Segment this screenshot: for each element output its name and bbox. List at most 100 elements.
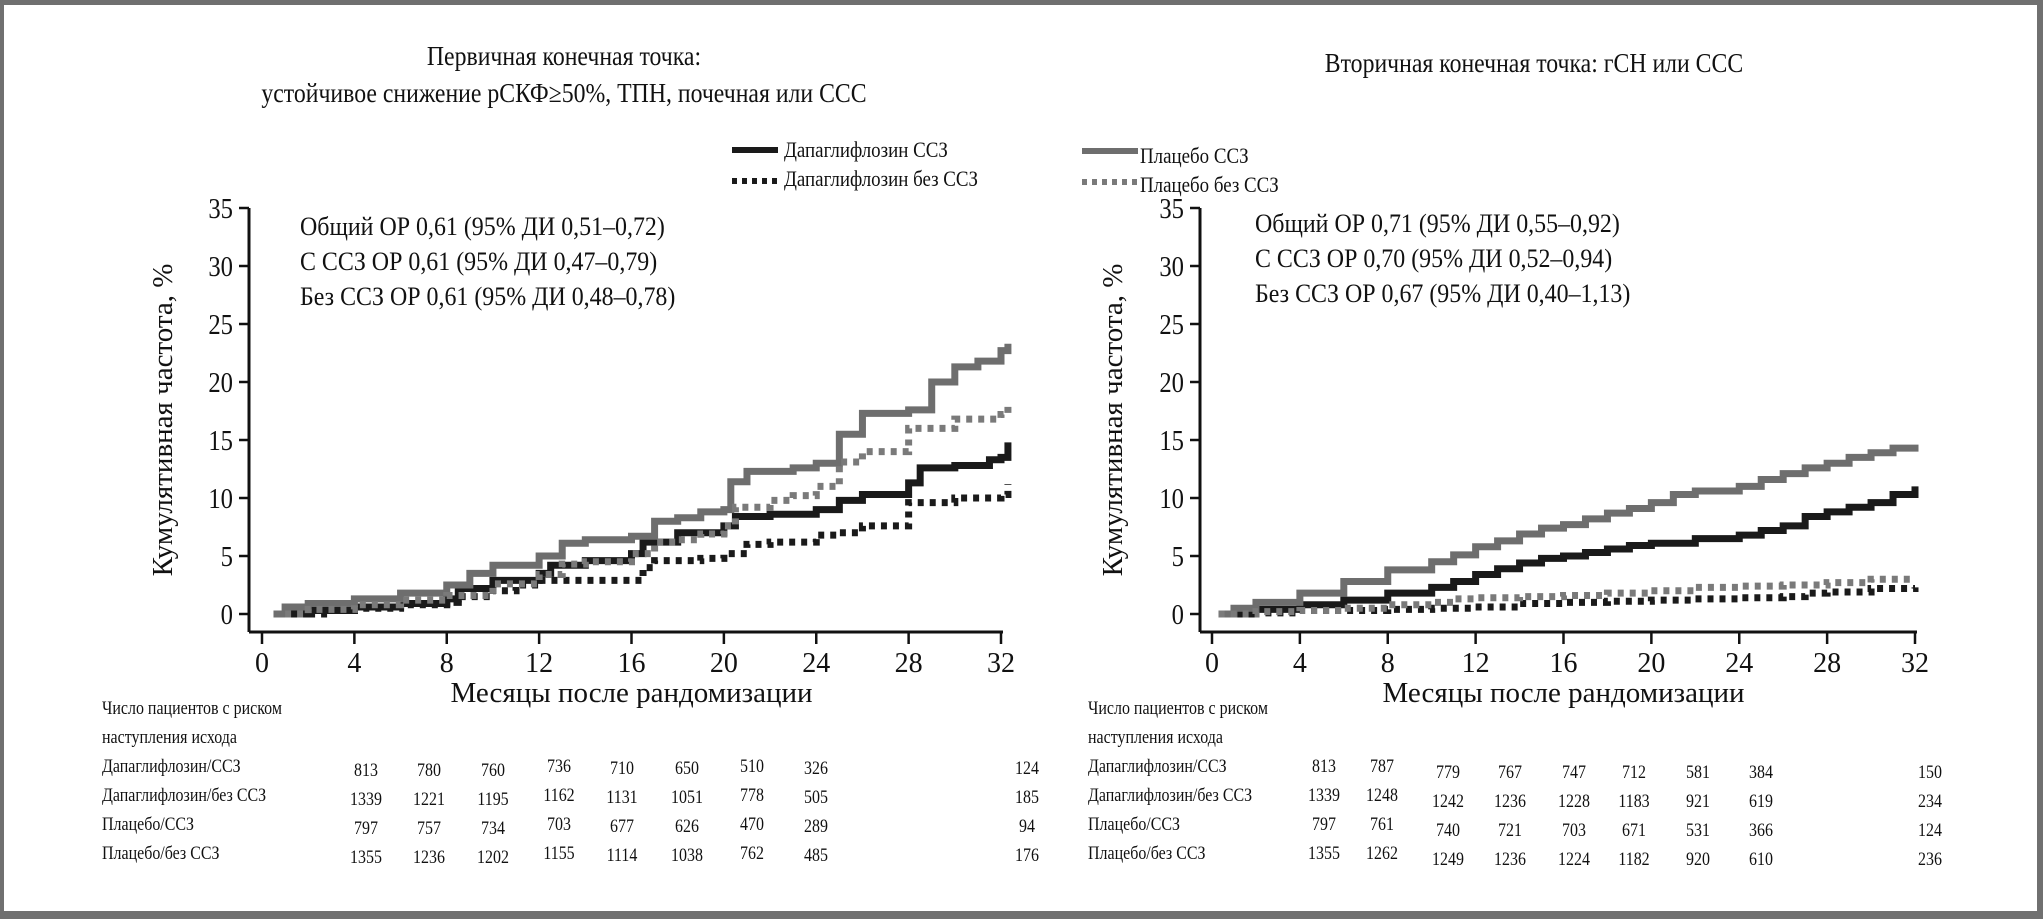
risk-table-cell: 234 <box>1918 791 1942 812</box>
y-tick-label: 35 <box>1159 194 1184 225</box>
left-chart-title-line-1: Первичная конечная точка: <box>426 41 702 71</box>
legend-label: Плацебо без ССЗ <box>1140 172 1279 197</box>
risk-table-cell: 1182 <box>1618 849 1650 870</box>
x-axis-title: Месяцы после рандомизации <box>450 677 812 709</box>
risk-table-cell: 1202 <box>477 847 509 868</box>
left-annotation-no-cvd: Без ССЗ ОР 0,61 (95% ДИ 0,48–0,78) <box>300 282 676 311</box>
risk-table-row-label: Дапаглифлозин/без ССЗ <box>1088 785 1253 806</box>
legend-swatch-solid-gray <box>1082 148 1138 154</box>
series-line-3 <box>285 401 1012 618</box>
x-tick-label: 16 <box>618 648 646 679</box>
risk-table-cell: 757 <box>417 818 441 839</box>
risk-table-cell: 581 <box>1686 762 1710 783</box>
x-tick-label: 20 <box>1637 648 1665 679</box>
risk-table-header-line-2: наступления исхода <box>1088 727 1223 748</box>
risk-table-cell: 767 <box>1498 762 1522 783</box>
y-tick-label: 10 <box>1159 484 1184 515</box>
risk-table-cell: 760 <box>481 760 505 781</box>
x-tick-label: 24 <box>1725 648 1753 679</box>
y-tick-label: 15 <box>1159 426 1184 457</box>
left-chart-title-line-2: устойчивое снижение рСКФ≥50%, ТПН, почеч… <box>261 78 867 108</box>
risk-table-cell: 762 <box>740 843 764 864</box>
left-annotation-overall: Общий ОР 0,61 (95% ДИ 0,51–0,72) <box>300 212 665 241</box>
risk-table-cell: 94 <box>1019 816 1035 837</box>
risk-table-cell: 1236 <box>1494 791 1526 812</box>
x-tick-label: 28 <box>895 648 923 679</box>
risk-table-cell: 780 <box>417 760 441 781</box>
legend-label: Дапаглифлозин без ССЗ <box>784 166 979 191</box>
risk-table-cell: 710 <box>610 758 634 779</box>
legend-swatch-solid-dark <box>732 147 778 153</box>
risk-table-row-label: Дапаглифлозин/без ССЗ <box>102 785 267 806</box>
left-annotation-cvd: С ССЗ ОР 0,61 (95% ДИ 0,47–0,79) <box>300 247 658 276</box>
risk-table-cell: 740 <box>1436 820 1460 841</box>
risk-table-cell: 1339 <box>1308 785 1340 806</box>
risk-table-cell: 797 <box>1312 814 1336 835</box>
x-tick-label: 12 <box>1462 648 1490 679</box>
x-tick-label: 4 <box>347 648 361 679</box>
legend-label: Дапаглифлозин ССЗ <box>784 137 948 162</box>
risk-table-row-label: Плацебо/ССЗ <box>102 814 195 835</box>
series-line-3 <box>1218 575 1915 618</box>
legend-label: Плацебо ССЗ <box>1140 143 1249 168</box>
risk-table-cell: 289 <box>804 816 828 837</box>
risk-table-cell: 176 <box>1015 845 1039 866</box>
risk-table-cell: 150 <box>1918 762 1942 783</box>
x-tick-label: 0 <box>1205 648 1219 679</box>
y-tick-label: 5 <box>1172 542 1184 573</box>
risk-table-row-label: Дапаглифлозин/ССЗ <box>1088 756 1227 777</box>
charts-canvas: 0 5 10 15 20 25 30 35 0 4 8 12 16 20 24 28 32 Месяцы посл… <box>147 194 1929 709</box>
risk-table-cell: 124 <box>1918 820 1942 841</box>
risk-table-cell: 1131 <box>606 787 638 808</box>
y-tick-label: 30 <box>1159 252 1184 283</box>
risk-table-cell: 1339 <box>350 789 382 810</box>
risk-table-cell: 813 <box>354 760 378 781</box>
y-axis-title: Кумулятивная частота, % <box>147 264 179 577</box>
right-annotation-overall: Общий ОР 0,71 (95% ДИ 0,55–0,92) <box>1255 209 1620 238</box>
risk-table-row-label: Плацебо/без ССЗ <box>102 843 220 864</box>
series-line-0 <box>1218 486 1919 618</box>
risk-table-header-line-2: наступления исхода <box>102 727 237 748</box>
y-tick-label: 0 <box>1172 600 1184 631</box>
risk-table-cell: 1355 <box>350 847 382 868</box>
risk-table-cell: 921 <box>1686 791 1710 812</box>
risk-table-header-line-1: Число пациентов с риском <box>102 698 282 719</box>
x-tick-label: 8 <box>1381 648 1395 679</box>
risk-table-cell: 1038 <box>671 845 703 866</box>
risk-table-cell: 1242 <box>1432 791 1464 812</box>
risk-table-cell: 779 <box>1436 762 1460 783</box>
risk-table-row-label: Плацебо/без ССЗ <box>1088 843 1206 864</box>
risk-table-cell: 1155 <box>543 843 575 864</box>
risk-table-cell: 677 <box>610 816 634 837</box>
risk-table-cell: 797 <box>354 818 378 839</box>
risk-table-cell: 650 <box>675 758 699 779</box>
y-tick-label: 10 <box>208 484 233 515</box>
risk-table-row-label: Плацебо/ССЗ <box>1088 814 1181 835</box>
risk-table-cell: 1248 <box>1366 785 1398 806</box>
risk-table-cell: 1262 <box>1366 843 1398 864</box>
x-tick-label: 24 <box>802 648 830 679</box>
y-tick-label: 20 <box>1159 368 1184 399</box>
risk-table-header-line-1: Число пациентов с риском <box>1088 698 1268 719</box>
risk-table-cell: 1236 <box>1494 849 1526 870</box>
risk-table-cell: 510 <box>740 756 764 777</box>
risk-table-cell: 1249 <box>1432 849 1464 870</box>
legend-swatch-dotted-dark <box>732 178 778 184</box>
risk-table-cell: 1114 <box>606 845 638 866</box>
risk-table-cell: 366 <box>1749 820 1773 841</box>
right-chart-title: Вторичная конечная точка: гСН или ССС <box>1324 48 1744 78</box>
risk-table-cell: 1051 <box>671 787 703 808</box>
x-tick-label: 12 <box>525 648 553 679</box>
risk-table-cell: 671 <box>1622 820 1646 841</box>
risk-table-cell: 721 <box>1498 820 1522 841</box>
x-axis-title: Месяцы после рандомизации <box>1382 677 1744 709</box>
risk-table-cell: 1236 <box>413 847 445 868</box>
y-tick-label: 35 <box>208 194 233 225</box>
risk-table-cell: 124 <box>1015 758 1039 779</box>
risk-table-cell: 531 <box>1686 820 1710 841</box>
risk-table-cell: 1228 <box>1558 791 1590 812</box>
risk-table-cell: 734 <box>481 818 505 839</box>
risk-table-cell: 384 <box>1749 762 1773 783</box>
risk-table-cell: 761 <box>1370 814 1394 835</box>
right-annotation-cvd: С ССЗ ОР 0,70 (95% ДИ 0,52–0,94) <box>1255 244 1613 273</box>
